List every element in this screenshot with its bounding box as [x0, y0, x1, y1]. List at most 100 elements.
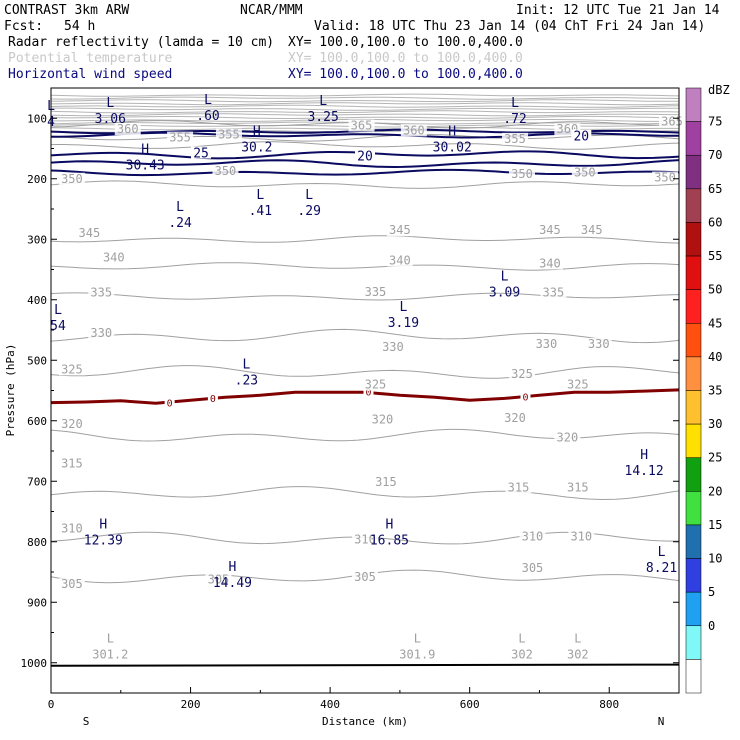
- colorbar-level: 65: [708, 182, 722, 196]
- y-tick-label: 900: [27, 596, 47, 609]
- theta-label: 335: [365, 285, 387, 299]
- theta-label: 360: [403, 123, 425, 137]
- x-right-end: N: [658, 715, 665, 728]
- theta-label: 345: [389, 223, 411, 237]
- wind-extremum-type: H: [253, 124, 261, 139]
- theta-label: 320: [504, 411, 526, 425]
- wind-extremum-type: L: [54, 303, 62, 318]
- theta-label-bg: [58, 522, 85, 535]
- theta-contour-335: [50, 292, 680, 301]
- theta-label: 340: [103, 250, 125, 264]
- y-tick-label: 500: [27, 354, 47, 367]
- wind-label-bg: [355, 149, 375, 162]
- theta-label-bg: [58, 363, 85, 376]
- wind-extremum-value: 3.19: [388, 316, 419, 331]
- theta-label-bg: [502, 132, 529, 145]
- theta-label-bg: [502, 411, 529, 424]
- colorbar-swatch: [685, 154, 702, 190]
- colorbar-swatch: [685, 255, 702, 290]
- colorbar-swatch: [685, 558, 702, 593]
- wind-extremum-type: L: [204, 93, 212, 108]
- theta-label: 315: [567, 480, 589, 494]
- theta-label-bg: [519, 530, 546, 543]
- field-3-xy: XY= 100.0,100.0 to 100.0,400.0: [288, 67, 523, 82]
- wind-extremum-type: L: [658, 545, 666, 560]
- theta-label: 340: [389, 253, 411, 267]
- wind-extremum-value: 30.43: [126, 159, 165, 174]
- wind-extremum-value: .29: [297, 204, 320, 219]
- theta-label: 330: [382, 340, 404, 354]
- theta-label-bg: [536, 224, 563, 237]
- colorbar-level: 70: [708, 148, 722, 162]
- theta-contour-320: [50, 428, 680, 442]
- colorbar-swatch: [685, 390, 702, 425]
- theta-label: 315: [375, 475, 397, 489]
- theta-label: 305: [354, 570, 376, 584]
- y-tick-label: 600: [27, 415, 47, 428]
- theta-label-bg: [578, 224, 605, 237]
- theta-label-bg: [571, 166, 598, 179]
- fcst-value: 54 h: [64, 19, 95, 34]
- wind-extremum-value: 3.06: [95, 112, 126, 127]
- theta-label: 325: [365, 377, 387, 391]
- colorbar-level: 15: [708, 518, 722, 532]
- colorbar-swatch: [685, 222, 702, 257]
- theta-extremum-value: 301.9: [399, 648, 435, 662]
- colorbar-swatch: [685, 591, 702, 627]
- theta-extremum-type: L: [107, 632, 114, 646]
- theta-dense-contour: [51, 107, 679, 111]
- wind-extremum-type: L: [256, 188, 264, 203]
- zero-dbz-label: 0: [167, 399, 173, 410]
- wind-extremum-type: L: [501, 270, 509, 285]
- theta-label-bg: [533, 337, 560, 350]
- field-3-name: Horizontal wind speed: [8, 67, 172, 82]
- theta-extremum-value: 302: [567, 648, 589, 662]
- theta-label: 350: [511, 167, 533, 181]
- theta-label-bg: [362, 285, 389, 298]
- x-tick-label: 800: [599, 698, 619, 711]
- plot-area: 0 0 0 0 305 305 305 305 310 310 310 310 315 315 315 315…: [47, 93, 686, 667]
- theta-label: 310: [522, 529, 544, 543]
- colorbar-level: 10: [708, 552, 722, 566]
- theta-label: 355: [218, 128, 240, 142]
- theta-label-bg: [554, 431, 581, 444]
- theta-label-bg: [212, 164, 239, 177]
- theta-label-bg: [369, 413, 396, 426]
- theta-label: 345: [79, 226, 101, 240]
- surface-line: [50, 663, 680, 667]
- wind-extremum-type: L: [305, 188, 313, 203]
- theta-label: 335: [90, 286, 112, 300]
- colorbar-swatch: [685, 625, 702, 660]
- wind-extremum-value: 14.49: [213, 576, 252, 591]
- wind-label-bg: [191, 146, 212, 159]
- theta-label: 320: [61, 417, 83, 431]
- theta-label: 310: [570, 529, 592, 543]
- colorbar-swatch: [685, 491, 702, 526]
- theta-label-bg: [585, 337, 612, 350]
- theta-label: 340: [539, 256, 561, 270]
- wind-extremum-value: 3.25: [307, 110, 338, 125]
- theta-label-bg: [505, 481, 532, 494]
- wind-extremum-type: H: [229, 560, 237, 575]
- theta-label: 325: [61, 362, 83, 376]
- theta-label: 350: [215, 164, 237, 178]
- colorbar-level: 5: [708, 585, 715, 599]
- x-tick-label: 600: [460, 698, 480, 711]
- theta-label-bg: [215, 128, 242, 141]
- theta-label-bg: [167, 131, 194, 144]
- y-tick-label: 1000: [21, 657, 48, 670]
- model-title: CONTRAST 3km ARW: [4, 3, 129, 18]
- wind-label-bg: [571, 129, 592, 142]
- zero-dbz-label-bg: [207, 391, 218, 403]
- zero-dbz-label: 0: [522, 393, 528, 404]
- wind-extremum-value: 30.2: [241, 140, 272, 155]
- theta-label-bg: [509, 167, 535, 180]
- theta-label-bg: [536, 257, 563, 270]
- wind-contour-label: 20: [573, 130, 589, 145]
- y-tick-label: 100: [27, 112, 47, 125]
- wind-extremum-type: H: [640, 448, 648, 463]
- x-tick-label: 0: [48, 698, 55, 711]
- x-left-end: S: [83, 715, 90, 728]
